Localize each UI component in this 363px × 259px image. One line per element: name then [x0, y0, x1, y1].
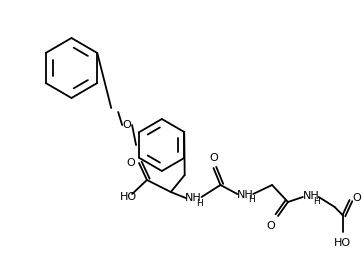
Text: H: H	[248, 196, 254, 205]
Text: NH: NH	[302, 191, 319, 201]
Text: HO: HO	[120, 192, 137, 202]
Text: H: H	[196, 198, 203, 207]
Text: NH: NH	[185, 193, 202, 203]
Text: O: O	[209, 153, 218, 163]
Text: HO: HO	[334, 238, 351, 248]
Text: O: O	[352, 193, 361, 203]
Text: H: H	[313, 197, 320, 205]
Text: O: O	[266, 221, 275, 231]
Text: O: O	[126, 158, 135, 168]
Text: O: O	[123, 120, 131, 130]
Text: NH: NH	[237, 190, 254, 200]
